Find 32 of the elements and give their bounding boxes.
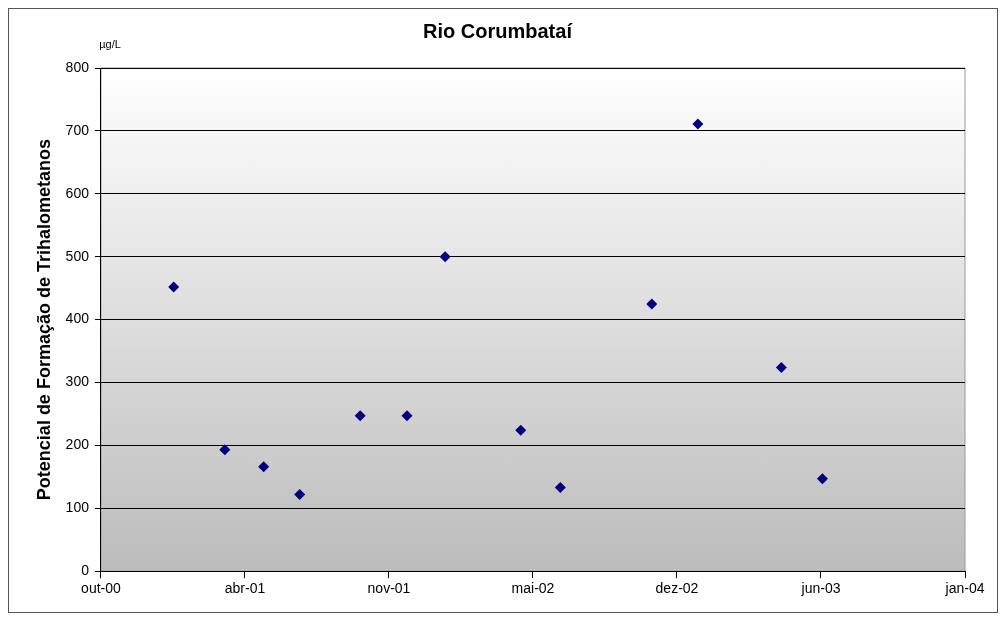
point — [354, 410, 366, 422]
x-tick-label: abr-01 — [224, 580, 266, 597]
point — [294, 488, 306, 500]
y-tick-label: 500 — [65, 247, 90, 264]
point — [646, 298, 658, 310]
y-tick-label: 300 — [65, 373, 90, 390]
point — [554, 482, 566, 494]
point — [258, 461, 270, 473]
y-tick-label: 0 — [81, 562, 90, 579]
y-axis-title: Potencial de Formação de Trihalometanos — [33, 139, 54, 501]
point — [692, 118, 704, 130]
point — [401, 410, 413, 422]
point — [515, 424, 527, 436]
point — [439, 251, 451, 263]
y-tick-label: 100 — [65, 499, 90, 516]
x-tick-label: dez-02 — [655, 580, 699, 597]
x-tick-label: out-00 — [81, 580, 122, 597]
x-tick-label: mai-02 — [511, 580, 555, 597]
text: µg/L — [99, 38, 121, 50]
point — [168, 281, 180, 293]
point — [816, 473, 828, 485]
y-tick-label: 700 — [65, 121, 90, 138]
x-tick-label: jan-04 — [944, 580, 985, 597]
y-tick-label: 800 — [65, 58, 90, 75]
y-tick-label: 400 — [65, 310, 90, 327]
y-tick-label: 600 — [65, 184, 90, 201]
y-tick-label: 200 — [65, 436, 90, 453]
point — [775, 361, 787, 373]
x-tick-label: jun-03 — [800, 580, 841, 597]
chart-title: Rio Corumbataí — [423, 19, 574, 42]
x-tick-label: nov-01 — [367, 580, 411, 597]
point — [219, 444, 231, 456]
